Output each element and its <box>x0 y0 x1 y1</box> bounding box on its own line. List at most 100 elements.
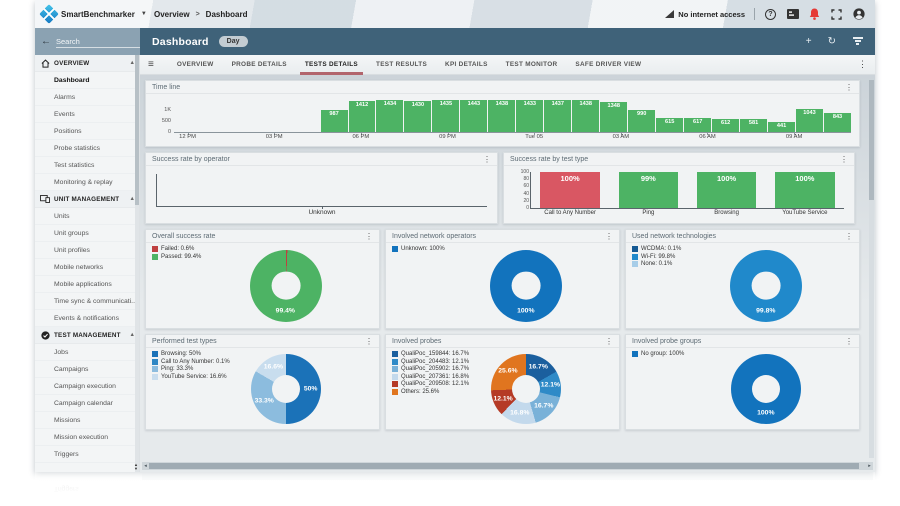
sidebar-item-mission-execution[interactable]: Mission execution <box>35 429 139 446</box>
sidebar-item-campaigns[interactable]: Campaigns <box>35 361 139 378</box>
sidebar-section-test-management[interactable]: TEST MANAGEMENT ▲ <box>35 327 139 344</box>
timeline-bar[interactable]: 987 <box>319 110 348 132</box>
test-type-bar[interactable]: 100% <box>540 172 600 208</box>
tabbar-menu-icon[interactable]: ⋮ <box>858 59 867 69</box>
legend-item[interactable]: QualiPoc_207361: 16.8% <box>392 373 469 380</box>
scroll-right-icon[interactable]: ▸ <box>868 463 871 469</box>
test-type-bar[interactable]: 99% <box>618 172 679 208</box>
legend-item[interactable]: Unknown: 100% <box>392 246 445 252</box>
sidebar-item-mobile-applications[interactable]: Mobile applications <box>35 276 139 293</box>
legend-item[interactable]: QualiPoc_204483: 12.1% <box>392 358 469 365</box>
chevron-up-icon[interactable]: ▲ <box>129 60 135 66</box>
overall-donut-chart[interactable]: 99.4% <box>249 249 322 322</box>
sidebar-item-missions[interactable]: Missions <box>35 412 139 429</box>
timeline-bar[interactable]: 615 <box>655 118 684 132</box>
vertical-scrollbar[interactable] <box>869 80 874 458</box>
notifications-bell-icon[interactable] <box>808 8 821 21</box>
legend-item[interactable]: None: 0.1% <box>632 261 681 267</box>
panel-menu-icon[interactable]: ⋮ <box>605 231 613 241</box>
legend-item[interactable]: Ping: 33.3% <box>152 366 230 372</box>
timeline-bar[interactable]: 617 <box>683 118 712 132</box>
timeline-bar[interactable]: 1043 <box>795 109 824 132</box>
sidebar-item-unit-profiles[interactable]: Unit profiles <box>35 242 139 259</box>
brand-block[interactable]: SmartBenchmarker ▼ <box>35 0 147 28</box>
panel-menu-icon[interactable]: ⋮ <box>845 336 853 346</box>
timeline-bar[interactable]: 1435 <box>431 100 460 132</box>
legend-item[interactable]: No group: 100% <box>632 351 684 357</box>
timeline-bar[interactable]: 1438 <box>571 100 600 132</box>
sidebar-item-unit-groups[interactable]: Unit groups <box>35 225 139 242</box>
timeline-bar[interactable]: 1438 <box>487 100 516 132</box>
timeline-bar[interactable]: 1430 <box>403 100 432 132</box>
sidebar-section-unit-management[interactable]: UNIT MANAGEMENT ▲ <box>35 191 139 208</box>
breadcrumb-dashboard[interactable]: Dashboard <box>205 9 248 19</box>
add-widget-icon[interactable]: + <box>805 35 812 47</box>
sidebar-scroll-arrows[interactable]: ▲ ▼ <box>134 462 138 471</box>
account-icon[interactable] <box>852 8 865 21</box>
test-type-bar[interactable]: 100% <box>696 172 757 208</box>
filter-icon[interactable] <box>852 37 863 46</box>
panel-menu-icon[interactable]: ⋮ <box>365 231 373 241</box>
panel-menu-icon[interactable]: ⋮ <box>365 336 373 346</box>
horizontal-scrollbar[interactable]: ◂ ▸ <box>142 462 873 470</box>
tab-probe-details[interactable]: PROBE DETAILS <box>231 60 287 68</box>
tab-test-monitor[interactable]: TEST MONITOR <box>505 60 558 68</box>
legend-item[interactable]: WCDMA: 0.1% <box>632 246 681 252</box>
sidebar-item-triggers[interactable]: Triggers <box>35 446 139 463</box>
timeline-bar[interactable]: 1412 <box>347 100 376 132</box>
chevron-up-icon[interactable]: ▲ <box>129 196 135 202</box>
sidebar-item-events[interactable]: Events <box>35 106 139 123</box>
breadcrumb-overview[interactable]: Overview <box>154 9 190 19</box>
sidebar-item-jobs[interactable]: Jobs <box>35 344 139 361</box>
timeline-bar[interactable]: 441 <box>767 122 796 132</box>
tab-kpi-details[interactable]: KPI DETAILS <box>445 60 488 68</box>
fullscreen-icon[interactable] <box>830 8 843 21</box>
sidebar-section-overview[interactable]: OVERVIEW ▲ <box>35 55 139 72</box>
timeline-bar[interactable]: 990 <box>627 110 656 132</box>
back-arrow-icon[interactable]: ← <box>41 36 51 47</box>
panel-menu-icon[interactable]: ⋮ <box>483 154 491 164</box>
tab-tests-details[interactable]: TESTS DETAILS <box>296 55 367 75</box>
sidebar-item-test-statistics[interactable]: Test statistics <box>35 157 139 174</box>
chevron-up-icon[interactable]: ▲ <box>129 332 135 338</box>
timeline-bar[interactable]: 1433 <box>515 100 544 132</box>
sidebar-item-time-sync-communicati-[interactable]: Time sync & communicati... <box>35 293 139 310</box>
legend-item[interactable]: QualiPoc_159844: 16.7% <box>392 351 469 357</box>
test-type-bar[interactable]: 100% <box>775 172 835 208</box>
panel-menu-icon[interactable]: ⋮ <box>605 336 613 346</box>
operators-donut-chart[interactable]: 100% <box>489 249 562 322</box>
probegroups-donut-chart[interactable]: 100% <box>730 353 801 424</box>
timeline-bar[interactable]: 843 <box>823 113 851 132</box>
legend-item[interactable]: Passed: 99.4% <box>152 253 201 260</box>
sidebar-item-monitoring-replay[interactable]: Monitoring & replay <box>35 174 139 191</box>
sidebar-item-dashboard[interactable]: Dashboard <box>35 72 139 89</box>
sidebar-item-events-notifications[interactable]: Events & notifications <box>35 310 139 327</box>
legend-item[interactable]: QualiPoc_209508: 12.1% <box>392 381 469 387</box>
sidebar-item-campaign-execution[interactable]: Campaign execution <box>35 378 139 395</box>
timeline-bar[interactable]: 1434 <box>375 100 404 132</box>
legend-item[interactable]: Others: 25.6% <box>392 388 469 395</box>
legend-item[interactable]: Call to Any Number: 0.1% <box>152 358 230 365</box>
sidebar-scrollbar[interactable] <box>135 55 139 472</box>
probes-donut-chart[interactable]: 16.7% 12.1% 16.7% 16.8% 12.1% 25.6% <box>490 353 561 424</box>
period-badge[interactable]: Day <box>218 36 248 47</box>
sidebar-item-campaign-calendar[interactable]: Campaign calendar <box>35 395 139 412</box>
legend-item[interactable]: QualiPoc_205902: 16.7% <box>392 366 469 372</box>
testtypes-donut-donut-chart[interactable]: 50% 33.3% 16.6% <box>250 353 321 424</box>
tab-overview[interactable]: OVERVIEW <box>176 60 214 68</box>
panel-menu-icon[interactable]: ⋮ <box>845 231 853 241</box>
panel-settings-icon[interactable] <box>786 8 799 21</box>
sidebar-item-alarms[interactable]: Alarms <box>35 89 139 106</box>
legend-item[interactable]: Wi-Fi: 99.8% <box>632 253 681 260</box>
sidebar-item-units[interactable]: Units <box>35 208 139 225</box>
help-icon[interactable]: ? <box>764 8 777 21</box>
panel-menu-icon[interactable]: ⋮ <box>840 154 848 164</box>
panel-menu-icon[interactable]: ⋮ <box>845 82 853 92</box>
legend-item[interactable]: Failed: 0.6% <box>152 246 201 252</box>
technologies-donut-chart[interactable]: 99.8% <box>729 249 802 322</box>
menu-hamburger-icon[interactable]: ≡ <box>148 59 154 70</box>
timeline-bar[interactable]: 612 <box>711 118 740 132</box>
chevron-down-icon[interactable]: ▼ <box>140 11 147 17</box>
timeline-bar[interactable]: 1437 <box>543 100 572 132</box>
legend-item[interactable]: YouTube Service: 16.6% <box>152 373 230 380</box>
